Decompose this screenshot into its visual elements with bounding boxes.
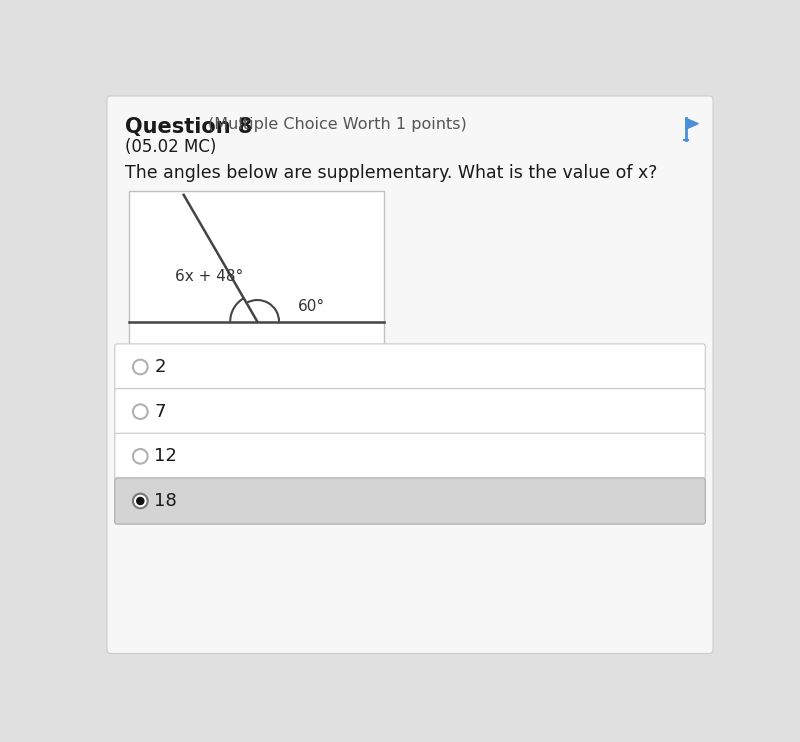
FancyBboxPatch shape xyxy=(130,191,384,345)
Polygon shape xyxy=(686,118,698,129)
Text: 7: 7 xyxy=(154,403,166,421)
Text: 60°: 60° xyxy=(298,299,325,314)
FancyBboxPatch shape xyxy=(114,433,706,479)
Text: Question 8: Question 8 xyxy=(125,116,252,137)
Text: (Multiple Choice Worth 1 points): (Multiple Choice Worth 1 points) xyxy=(209,116,467,132)
Text: 18: 18 xyxy=(154,492,177,510)
FancyBboxPatch shape xyxy=(107,96,713,654)
Text: 2: 2 xyxy=(154,358,166,376)
Circle shape xyxy=(136,496,145,505)
FancyBboxPatch shape xyxy=(114,344,706,390)
Circle shape xyxy=(133,493,148,508)
Circle shape xyxy=(133,360,148,374)
FancyBboxPatch shape xyxy=(114,389,706,435)
Circle shape xyxy=(133,449,148,464)
Circle shape xyxy=(133,404,148,419)
Text: 6x + 48°: 6x + 48° xyxy=(175,269,243,284)
Text: 12: 12 xyxy=(154,447,177,465)
Text: The angles below are supplementary. What is the value of x?: The angles below are supplementary. What… xyxy=(125,164,657,182)
Text: (05.02 MC): (05.02 MC) xyxy=(125,138,216,157)
FancyBboxPatch shape xyxy=(114,478,706,524)
